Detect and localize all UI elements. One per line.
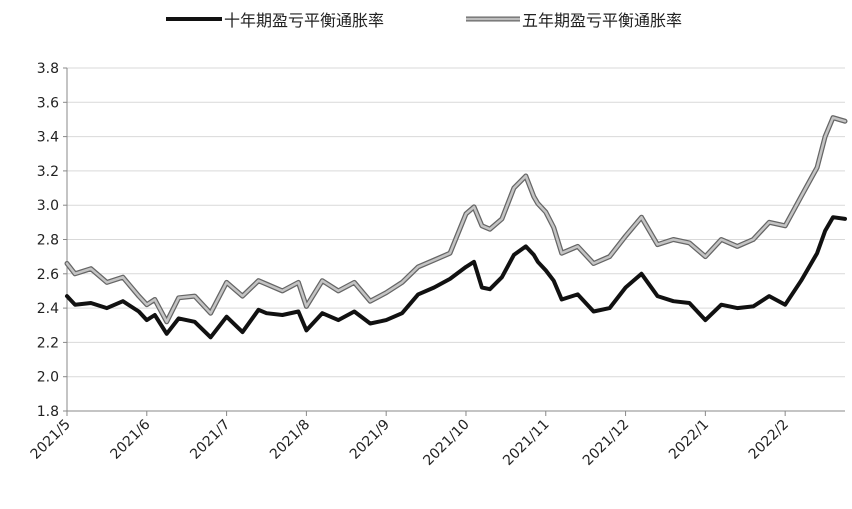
x-tick-label: 2021/7 — [187, 417, 233, 463]
series-five-year-outline — [64, 115, 848, 325]
x-tick-label: 2021/8 — [267, 417, 313, 463]
legend-label-ten-year: 十年期盈亏平衡通胀率 — [224, 11, 384, 30]
y-tick-label: 3.6 — [37, 95, 59, 111]
x-tick-label: 2021/10 — [420, 417, 472, 469]
axes — [66, 68, 845, 412]
legend-item-ten-year: 十年期盈亏平衡通胀率 — [166, 11, 384, 30]
y-tick-label: 2.4 — [37, 301, 59, 317]
legend-item-five-year: 五年期盈亏平衡通胀率 — [466, 11, 682, 30]
x-axis-tick-labels: 2021/5 2021/6 2021/7 2021/8 2021/9 2021/10 202… — [28, 411, 792, 469]
y-tick-label: 2.2 — [37, 335, 59, 351]
series-lines — [64, 115, 848, 340]
y-tick-label: 3.4 — [37, 130, 59, 146]
legend: 十年期盈亏平衡通胀率 五年期盈亏平衡通胀率 — [166, 11, 682, 30]
gridlines — [67, 67, 845, 378]
y-tick-label: 2.8 — [37, 233, 59, 249]
y-tick-label: 3.2 — [37, 164, 59, 180]
y-tick-label: 2.6 — [37, 267, 59, 283]
x-tick-label: 2021/12 — [580, 417, 632, 469]
y-tick-label: 3.0 — [37, 198, 59, 214]
x-tick-label: 2021/5 — [28, 417, 74, 463]
x-tick-label: 2021/11 — [500, 417, 552, 469]
y-tick-label: 1.8 — [37, 404, 59, 420]
y-tick-label: 2.0 — [37, 370, 59, 386]
series-five-year-line — [65, 116, 847, 324]
legend-label-five-year: 五年期盈亏平衡通胀率 — [522, 11, 682, 30]
x-tick-label: 2022/1 — [666, 417, 712, 463]
y-tick-label: 3.8 — [37, 61, 59, 77]
series-ten-year-line — [65, 215, 847, 340]
x-tick-label: 2021/9 — [347, 417, 393, 463]
x-tick-label: 2022/2 — [746, 417, 792, 463]
x-tick-label: 2021/6 — [107, 416, 153, 462]
y-axis-tick-labels: 1.8 2.0 2.2 2.4 2.6 2.8 3.0 3.2 3.4 3.6 3.8 — [37, 61, 67, 420]
